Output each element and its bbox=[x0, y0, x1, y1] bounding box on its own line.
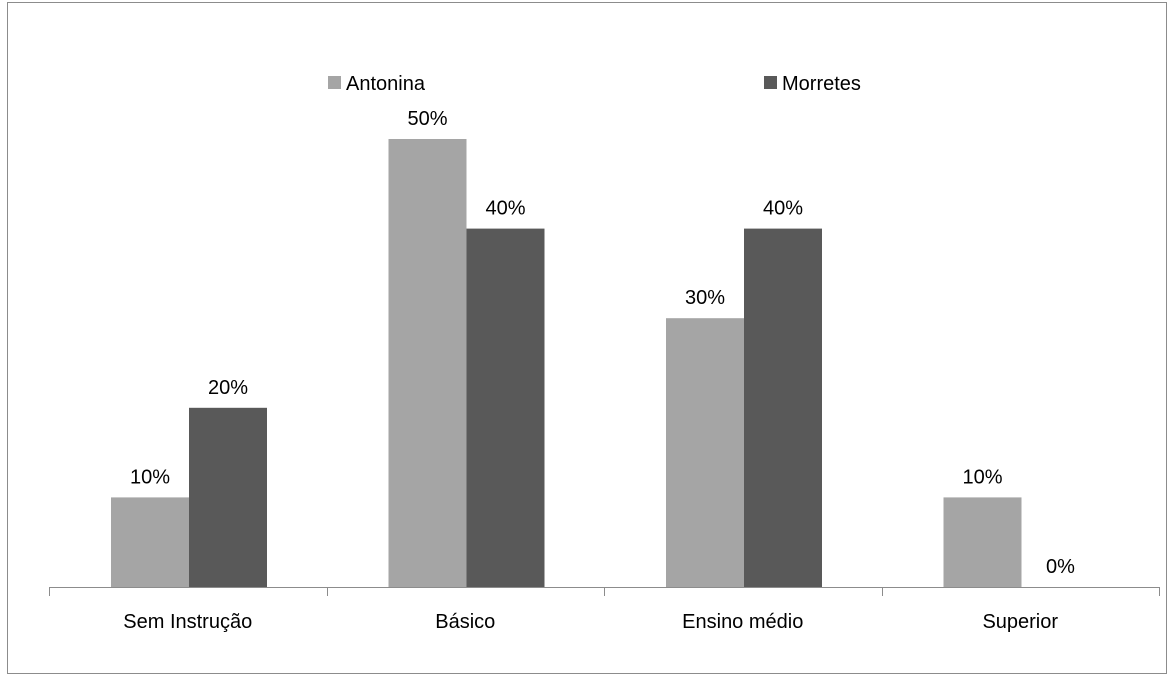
category-label: Sem Instrução bbox=[123, 611, 252, 633]
bar-morretes-0 bbox=[189, 407, 267, 587]
legend: Antonina Morretes bbox=[328, 73, 861, 95]
legend-swatch-morretes bbox=[764, 76, 777, 89]
data-label-morretes-2: 40% bbox=[763, 198, 803, 220]
category-label: Superior bbox=[982, 611, 1058, 633]
legend-label-morretes: Morretes bbox=[782, 73, 861, 95]
data-label-antonina-0: 10% bbox=[130, 466, 170, 488]
bar-chart: Antonina Morretes 10% 50% 30% 10% 20% 40% 40% 0%… bbox=[49, 73, 1160, 633]
bar-morretes-1 bbox=[466, 228, 545, 587]
bars: 10% 50% 30% 10% 20% 40% 40% 0% bbox=[111, 108, 1075, 587]
legend-swatch-antonina bbox=[328, 76, 341, 89]
category-label: Básico bbox=[435, 611, 495, 633]
data-label-morretes-0: 20% bbox=[208, 377, 248, 399]
bar-antonina-2 bbox=[666, 318, 744, 587]
bar-morretes-2 bbox=[744, 228, 822, 587]
data-label-morretes-1: 40% bbox=[485, 198, 525, 220]
bar-antonina-0 bbox=[111, 497, 189, 587]
bar-antonina-1 bbox=[388, 139, 467, 587]
legend-label-antonina: Antonina bbox=[346, 73, 426, 95]
bar-antonina-3 bbox=[943, 497, 1022, 587]
data-label-morretes-3: 0% bbox=[1046, 556, 1075, 578]
chart-frame: Antonina Morretes 10% 50% 30% 10% 20% 40% 40% 0%… bbox=[7, 2, 1167, 674]
x-axis: Sem Instrução Básico Ensino médio Superior bbox=[49, 587, 1160, 633]
data-label-antonina-1: 50% bbox=[407, 108, 447, 130]
category-label: Ensino médio bbox=[682, 611, 803, 633]
data-label-antonina-2: 30% bbox=[685, 287, 725, 309]
data-label-antonina-3: 10% bbox=[962, 466, 1002, 488]
